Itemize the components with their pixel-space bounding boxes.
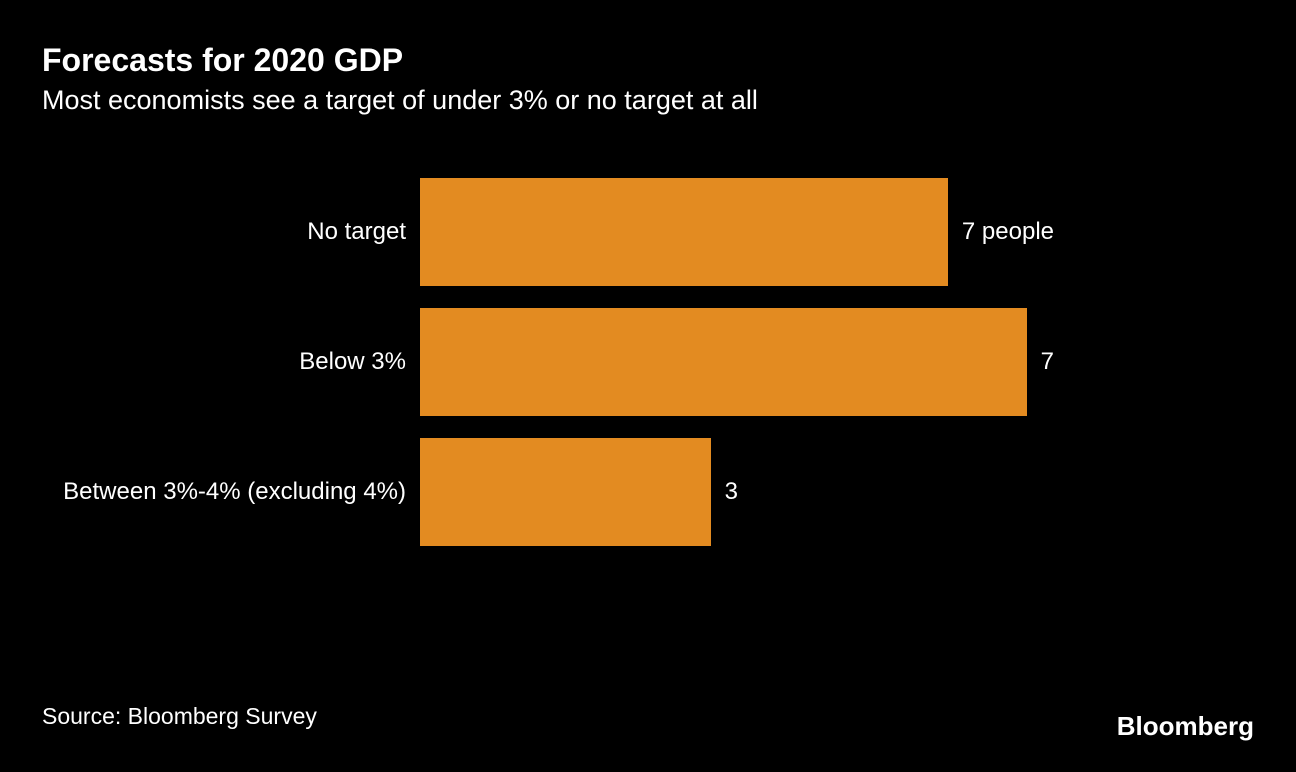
bar-row: Below 3% 7: [420, 308, 1054, 416]
chart-subtitle: Most economists see a target of under 3%…: [42, 85, 1254, 116]
bar-row: No target 7 people: [420, 178, 1054, 286]
bar-value: 7: [1041, 348, 1054, 376]
chart-title: Forecasts for 2020 GDP: [42, 42, 1254, 79]
bar-row: Between 3%-4% (excluding 4%) 3: [420, 438, 1054, 546]
bar: [420, 308, 1027, 416]
bar: [420, 438, 711, 546]
bar-label: No target: [307, 218, 406, 246]
chart-container: Forecasts for 2020 GDP Most economists s…: [0, 0, 1296, 772]
bar-value: 3: [725, 478, 738, 506]
bar-label: Below 3%: [299, 348, 406, 376]
bar-label: Between 3%-4% (excluding 4%): [63, 478, 406, 506]
bar-value: 7 people: [962, 218, 1054, 246]
chart-area: No target 7 people Below 3% 7 Between 3%…: [42, 178, 1254, 546]
brand-text: Bloomberg: [1117, 711, 1254, 742]
bar: [420, 178, 948, 286]
source-text: Source: Bloomberg Survey: [42, 703, 317, 730]
